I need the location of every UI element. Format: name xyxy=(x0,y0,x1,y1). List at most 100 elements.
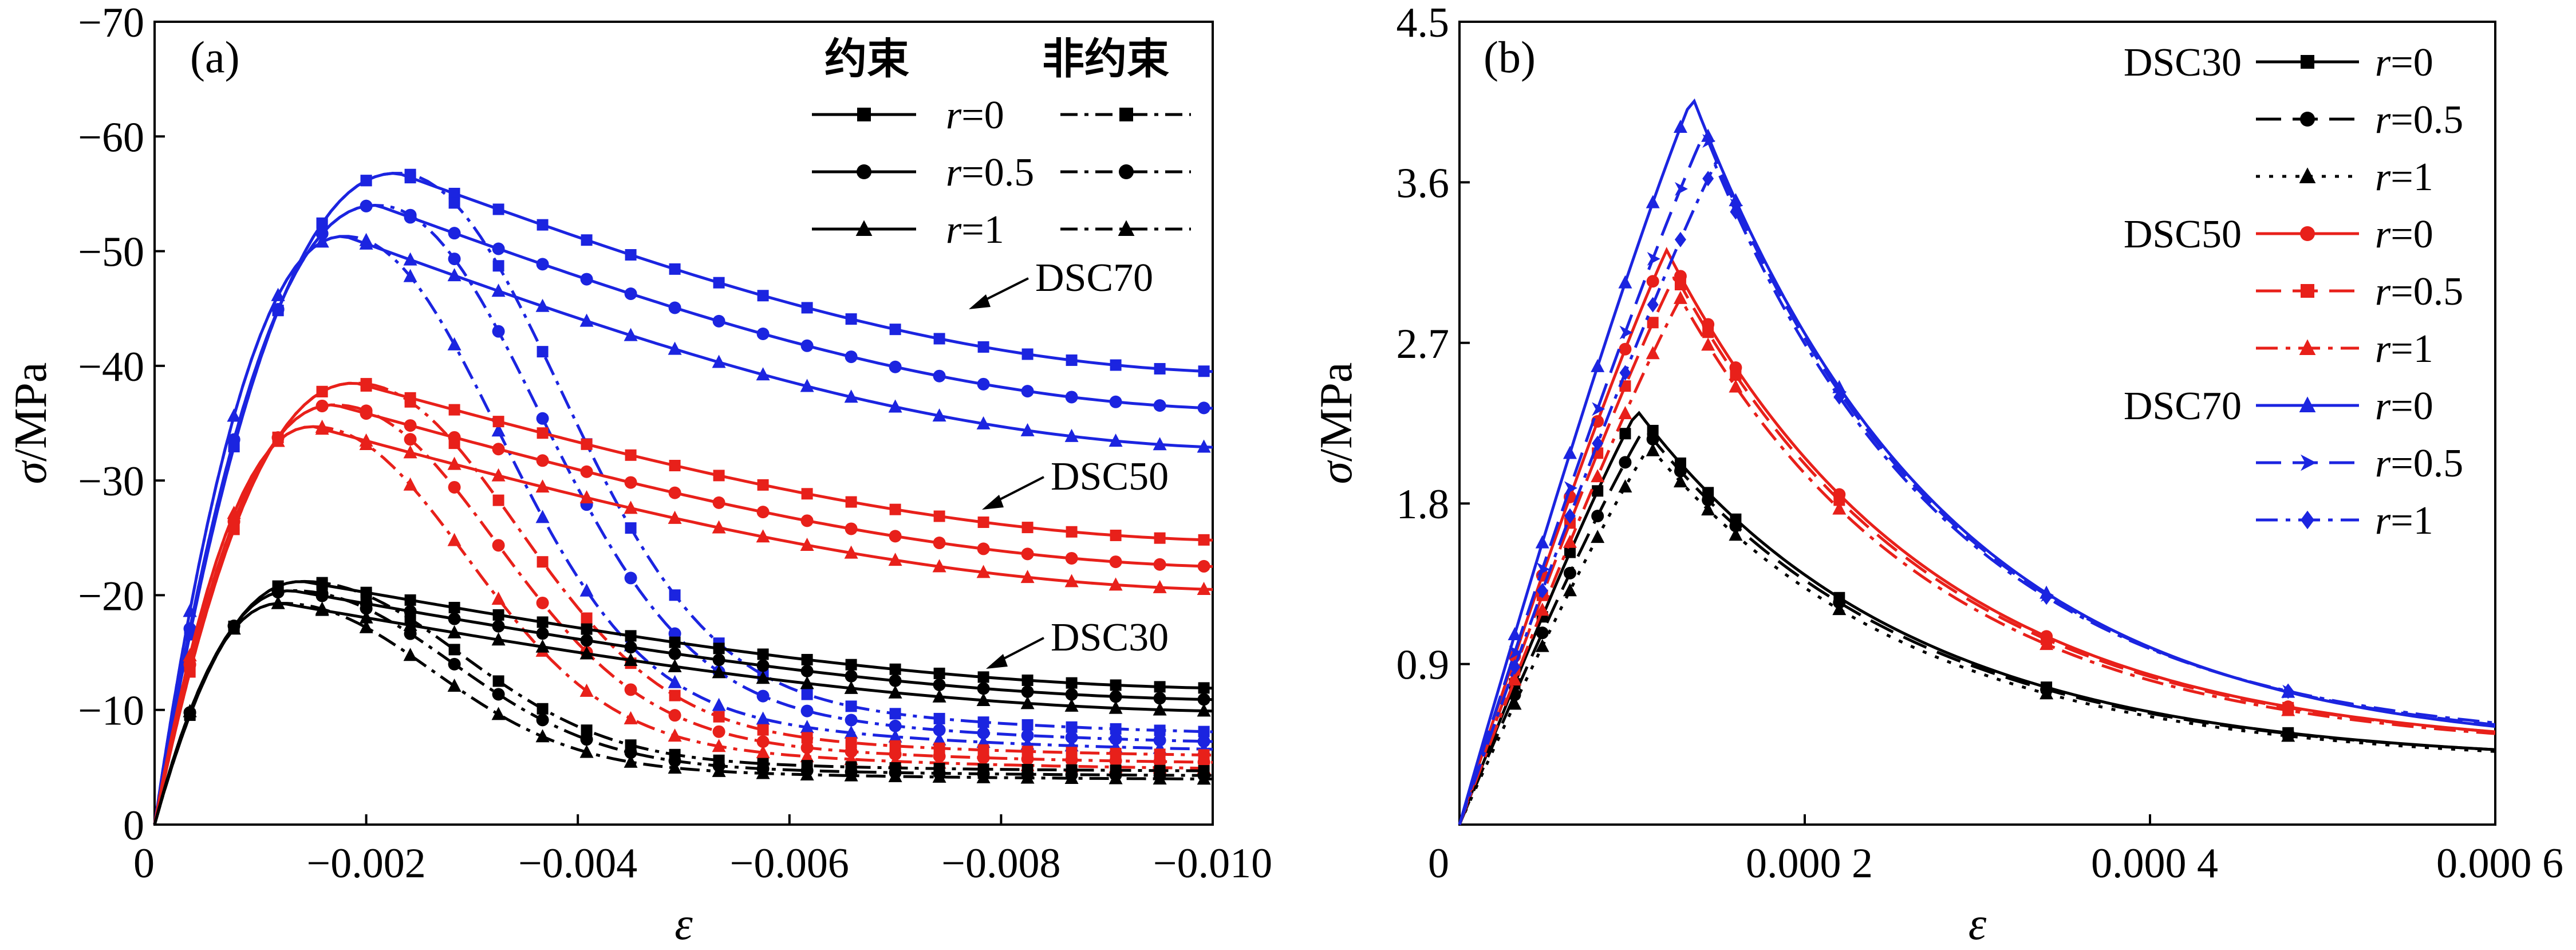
series-a-dsc70-confined-r1-marker xyxy=(579,313,594,327)
series-a-dsc70-unconfined-r0-marker xyxy=(669,589,681,601)
series-b-dsc30-r1-marker xyxy=(1563,583,1577,597)
series-a-dsc50-unconfined-r0-marker xyxy=(801,732,813,744)
series-a-dsc30-unconfined-r05 xyxy=(153,589,1213,825)
series-a-dsc70-unconfined-r05-marker xyxy=(1109,732,1122,746)
series-b-dsc50-r0-marker xyxy=(1619,342,1632,356)
series-a-dsc70-unconfined-r05-marker xyxy=(227,433,240,446)
series-a-dsc70-confined-r05-marker xyxy=(492,242,505,255)
legend-label: r=0.5 xyxy=(2375,98,2463,142)
series-a-dsc70-unconfined-r05-marker xyxy=(624,571,637,585)
series-a-dsc50-unconfined-r0-marker xyxy=(448,437,460,450)
series-a-dsc70-confined-r05-marker xyxy=(845,350,858,364)
legend-marker xyxy=(2299,396,2316,412)
series-a-dsc30-confined-r05-marker xyxy=(845,669,858,683)
series-a-dsc70-confined-r0-marker xyxy=(492,203,504,215)
x-axis-title: ε xyxy=(674,899,693,949)
series-b-dsc50-r1-marker xyxy=(1729,379,1743,393)
series-b-dsc30-r05-marker xyxy=(1563,566,1576,580)
series-a-dsc70-unconfined-r0-marker xyxy=(1198,726,1210,738)
series-b-dsc30-r1-marker xyxy=(1535,638,1549,652)
annotation-arrow-head xyxy=(986,654,1008,669)
series-a-dsc70-unconfined-r05-marker xyxy=(315,227,329,240)
series-b-dsc50-r1-marker xyxy=(1832,501,1847,515)
series-a-dsc30-confined-r0-marker xyxy=(404,594,416,606)
legend-r-value: =0.5 xyxy=(2390,442,2463,486)
series-a-dsc70-unconfined-r1-marker xyxy=(271,287,285,301)
series-b-dsc30-r0-marker xyxy=(1619,428,1631,440)
series-a-dsc50-unconfined-r05-marker xyxy=(404,433,417,446)
series-a-dsc70-confined-r05-marker xyxy=(933,369,946,383)
series-a-dsc30-confined-r0-marker xyxy=(1021,674,1033,686)
series-a-dsc50-unconfined-r0 xyxy=(153,381,1213,825)
series-a-dsc50-confined-r1-marker xyxy=(1108,577,1123,591)
series-b-dsc70-r0-marker xyxy=(1535,535,1549,549)
series-b-dsc30-r1-marker xyxy=(2040,686,2054,700)
series-a-dsc50-confined-r1-marker xyxy=(756,529,770,543)
series-a-dsc70-unconfined-r05-marker xyxy=(492,325,505,338)
series-a-dsc50-confined-r05-marker xyxy=(712,496,725,509)
series-b-dsc30-r05-marker xyxy=(1646,433,1659,446)
series-a-dsc50-confined-r0-marker xyxy=(1066,526,1078,538)
series-a-dsc70-unconfined-r05-marker xyxy=(536,412,549,425)
series-b-dsc50-r1-marker xyxy=(1563,534,1577,548)
legend-r-symbol: r xyxy=(946,208,962,252)
series-a-dsc70-unconfined-r0-marker xyxy=(316,217,328,229)
series-a-dsc50-unconfined-r05-marker xyxy=(315,399,329,412)
series-a-dsc70-confined-r1-marker xyxy=(1197,439,1211,453)
y-tick-label: 3.6 xyxy=(1397,160,1450,207)
series-a-dsc30-confined-r1-marker xyxy=(932,689,946,703)
series-a-dsc30-confined-r05-marker xyxy=(1021,685,1034,698)
legend-label: r=0 xyxy=(946,93,1004,137)
series-a-dsc30-confined-r05-marker xyxy=(448,612,461,625)
series-a-dsc30-unconfined-r05-marker xyxy=(624,746,637,759)
series-a-dsc30-confined-r0-marker xyxy=(757,648,769,660)
legend-r-value: =1 xyxy=(961,208,1004,252)
series-a-dsc70-unconfined-r1-marker xyxy=(579,583,594,597)
series-a-dsc70-unconfined-r05-marker xyxy=(845,714,858,727)
series-a-dsc50-confined-r0-marker xyxy=(977,516,989,528)
y-tick-label: −10 xyxy=(78,688,144,735)
series-a-dsc50-confined-r0-marker xyxy=(713,470,725,482)
legend-label: r=1 xyxy=(946,208,1004,252)
legend-r-symbol: r xyxy=(946,151,962,195)
series-a-dsc50-confined-r0-marker xyxy=(581,438,593,450)
y-axis-title: σ/MPa xyxy=(1311,362,1362,484)
series-a-dsc70-unconfined-r1 xyxy=(153,235,1213,825)
series-a-dsc30-unconfined-r05-marker xyxy=(492,688,505,701)
series-a-dsc70-unconfined-r0-marker xyxy=(845,700,857,712)
series-a-dsc70-confined-r0-marker xyxy=(977,341,989,353)
series-a-dsc30-confined-r05-marker xyxy=(1197,693,1210,706)
series-a-dsc30-confined-r1-marker xyxy=(1064,698,1079,712)
series-a-dsc30-unconfined-r1-marker xyxy=(359,620,373,633)
legend-label: r=0.5 xyxy=(2375,442,2463,486)
series-b-dsc50-r05-marker xyxy=(1730,369,1742,381)
series-a-dsc30-confined-r1-marker xyxy=(756,671,770,684)
series-a-dsc50-unconfined-r1-marker xyxy=(315,419,329,433)
series-a-dsc70-confined-r0-marker xyxy=(713,277,725,289)
series-a-dsc70-unconfined-r1-marker xyxy=(888,729,902,743)
series-a-dsc50-confined-r0-marker xyxy=(1198,534,1210,546)
legend-marker xyxy=(2301,284,2314,298)
series-b-dsc50-r05 xyxy=(1458,276,2496,825)
series-a-dsc30-confined-r0-marker xyxy=(1154,681,1166,693)
series-b-dsc50-r05-marker xyxy=(1647,317,1659,329)
series-a-dsc30-unconfined-r05-marker xyxy=(580,733,593,746)
series-a-dsc70-unconfined-r05-marker xyxy=(977,727,990,740)
series-b-dsc70-r05 xyxy=(1458,138,2496,825)
series-a-dsc70-confined-r0-marker xyxy=(1154,362,1166,375)
series-a-dsc30-unconfined-r0-marker xyxy=(316,577,328,589)
series-a-dsc50-confined-r1-marker xyxy=(976,565,991,578)
series-a-dsc30-unconfined-r1-marker xyxy=(447,678,461,692)
series-a-dsc30-confined-r0-marker xyxy=(1198,682,1210,694)
series-a-dsc50-unconfined-r05-marker xyxy=(756,735,770,748)
series-b-dsc50-r1-marker xyxy=(1591,469,1605,483)
series-a-dsc30-unconfined-r05-marker xyxy=(360,602,373,615)
legend-r-value: =1 xyxy=(2390,499,2433,543)
series-b-dsc70-r1-marker xyxy=(1702,171,1714,187)
y-tick-label: 4.5 xyxy=(1397,0,1450,46)
legend-r-symbol: r xyxy=(2375,270,2391,314)
series-a-dsc70-confined-r1-marker xyxy=(668,341,682,355)
legend-group-dsc70: DSC70 xyxy=(2124,384,2242,428)
series-a-dsc70-confined-r05-marker xyxy=(1197,401,1210,415)
series-a-dsc50-unconfined-r0-marker xyxy=(404,396,416,408)
